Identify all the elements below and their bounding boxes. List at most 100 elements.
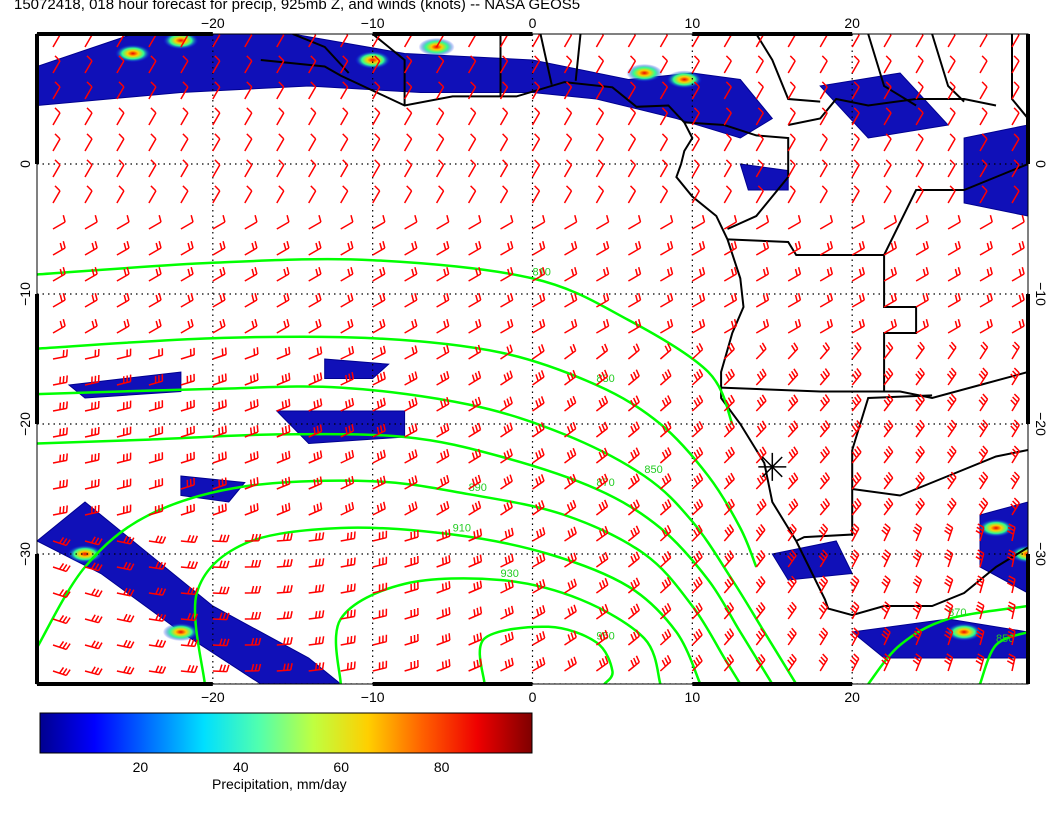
wind-barb <box>915 185 924 204</box>
wind-barb <box>1006 653 1016 672</box>
wind-barb <box>435 81 445 100</box>
wind-barb <box>372 81 381 100</box>
wind-barb <box>500 579 514 594</box>
wind-barb <box>979 81 988 100</box>
wind-barb <box>787 472 799 490</box>
wind-barb <box>276 215 290 230</box>
wind-barb <box>1011 267 1025 282</box>
wind-barb <box>84 400 100 412</box>
wind-barb <box>564 499 577 516</box>
wind-barb <box>627 551 640 568</box>
wind-barb <box>148 535 167 544</box>
colorbar-ramp <box>39 712 533 754</box>
country-border <box>795 450 854 542</box>
wind-barb <box>659 576 672 594</box>
wind-barb <box>404 659 419 672</box>
frame-tick-bar <box>372 682 533 686</box>
wind-barb <box>436 397 450 412</box>
wind-barb <box>1011 215 1025 230</box>
wind-barb <box>564 552 577 568</box>
wind-barb <box>979 185 988 204</box>
wind-barb <box>851 293 866 308</box>
wind-barb <box>500 422 513 438</box>
wind-barb <box>116 561 135 571</box>
wind-barb <box>819 319 834 334</box>
wind-barb <box>52 159 61 178</box>
wind-barb <box>340 475 355 490</box>
wind-barb <box>500 240 514 256</box>
wind-barb <box>975 549 985 568</box>
wind-barb <box>52 267 66 282</box>
wind-barb <box>116 133 125 152</box>
wind-barb <box>116 348 132 360</box>
wind-barb <box>500 266 514 282</box>
wind-barb <box>212 373 227 386</box>
map-title: 15072418, 018 hour forecast for precip, … <box>14 0 581 13</box>
location-marker <box>758 452 787 481</box>
wind-barb <box>499 159 509 178</box>
wind-barb <box>467 107 477 126</box>
wind-barb <box>436 659 451 672</box>
wind-barb <box>180 503 195 516</box>
wind-barb <box>979 159 988 178</box>
wind-barb <box>308 610 325 620</box>
wind-barb <box>404 555 419 568</box>
contour-label: 810 <box>533 266 551 278</box>
wind-barb <box>52 479 68 490</box>
wind-barb <box>818 523 829 542</box>
wind-barb <box>1011 55 1020 74</box>
wind-barb <box>468 241 482 256</box>
wind-barb <box>276 611 293 620</box>
height-contour-line <box>193 526 702 684</box>
wind-barb <box>978 471 989 490</box>
wind-barb <box>340 583 356 594</box>
wind-barb <box>1010 367 1020 386</box>
wind-barb <box>467 55 477 74</box>
wind-barb <box>881 575 891 594</box>
wind-barb <box>818 601 829 620</box>
wind-barb <box>979 267 993 282</box>
wind-barb <box>1010 393 1020 412</box>
wind-barb <box>627 107 637 126</box>
wind-barb <box>340 185 349 204</box>
wind-barb <box>372 501 386 516</box>
wind-barb <box>148 159 157 178</box>
wind-barb <box>819 133 828 152</box>
wind-barb <box>595 499 609 516</box>
wind-barb <box>468 658 483 672</box>
wind-barb <box>532 448 545 464</box>
wind-barb <box>787 215 802 230</box>
wind-barb <box>563 159 573 178</box>
wind-barb <box>946 367 957 386</box>
wind-barb <box>979 133 988 152</box>
wind-barb <box>244 559 262 568</box>
lon-tick-label-top: −20 <box>201 15 225 31</box>
wind-barb <box>912 601 923 620</box>
wind-barb <box>404 240 418 256</box>
wind-barb <box>883 55 892 74</box>
wind-barb <box>818 627 829 646</box>
wind-barb <box>308 502 323 516</box>
lat-tick-label-right: −30 <box>1033 542 1049 566</box>
wind-barb <box>52 349 68 360</box>
wind-barb <box>627 525 640 542</box>
wind-barb <box>659 369 672 386</box>
wind-barb <box>116 55 125 74</box>
wind-barb <box>372 293 386 308</box>
wind-barb <box>500 605 514 620</box>
frame-tick-bar <box>1026 554 1030 684</box>
country-border <box>721 371 1028 400</box>
wind-barb <box>276 637 293 646</box>
wind-barb <box>148 293 162 308</box>
wind-barb <box>244 533 262 542</box>
wind-barb <box>883 159 892 178</box>
wind-barb <box>723 215 738 230</box>
wind-barb <box>467 159 477 178</box>
contour-label: 850 <box>644 464 662 476</box>
wind-barb <box>308 55 317 74</box>
wind-barb <box>52 81 61 100</box>
wind-barb <box>979 241 993 256</box>
wind-barb <box>212 215 226 230</box>
wind-barb <box>148 478 164 490</box>
wind-barb <box>276 585 293 594</box>
